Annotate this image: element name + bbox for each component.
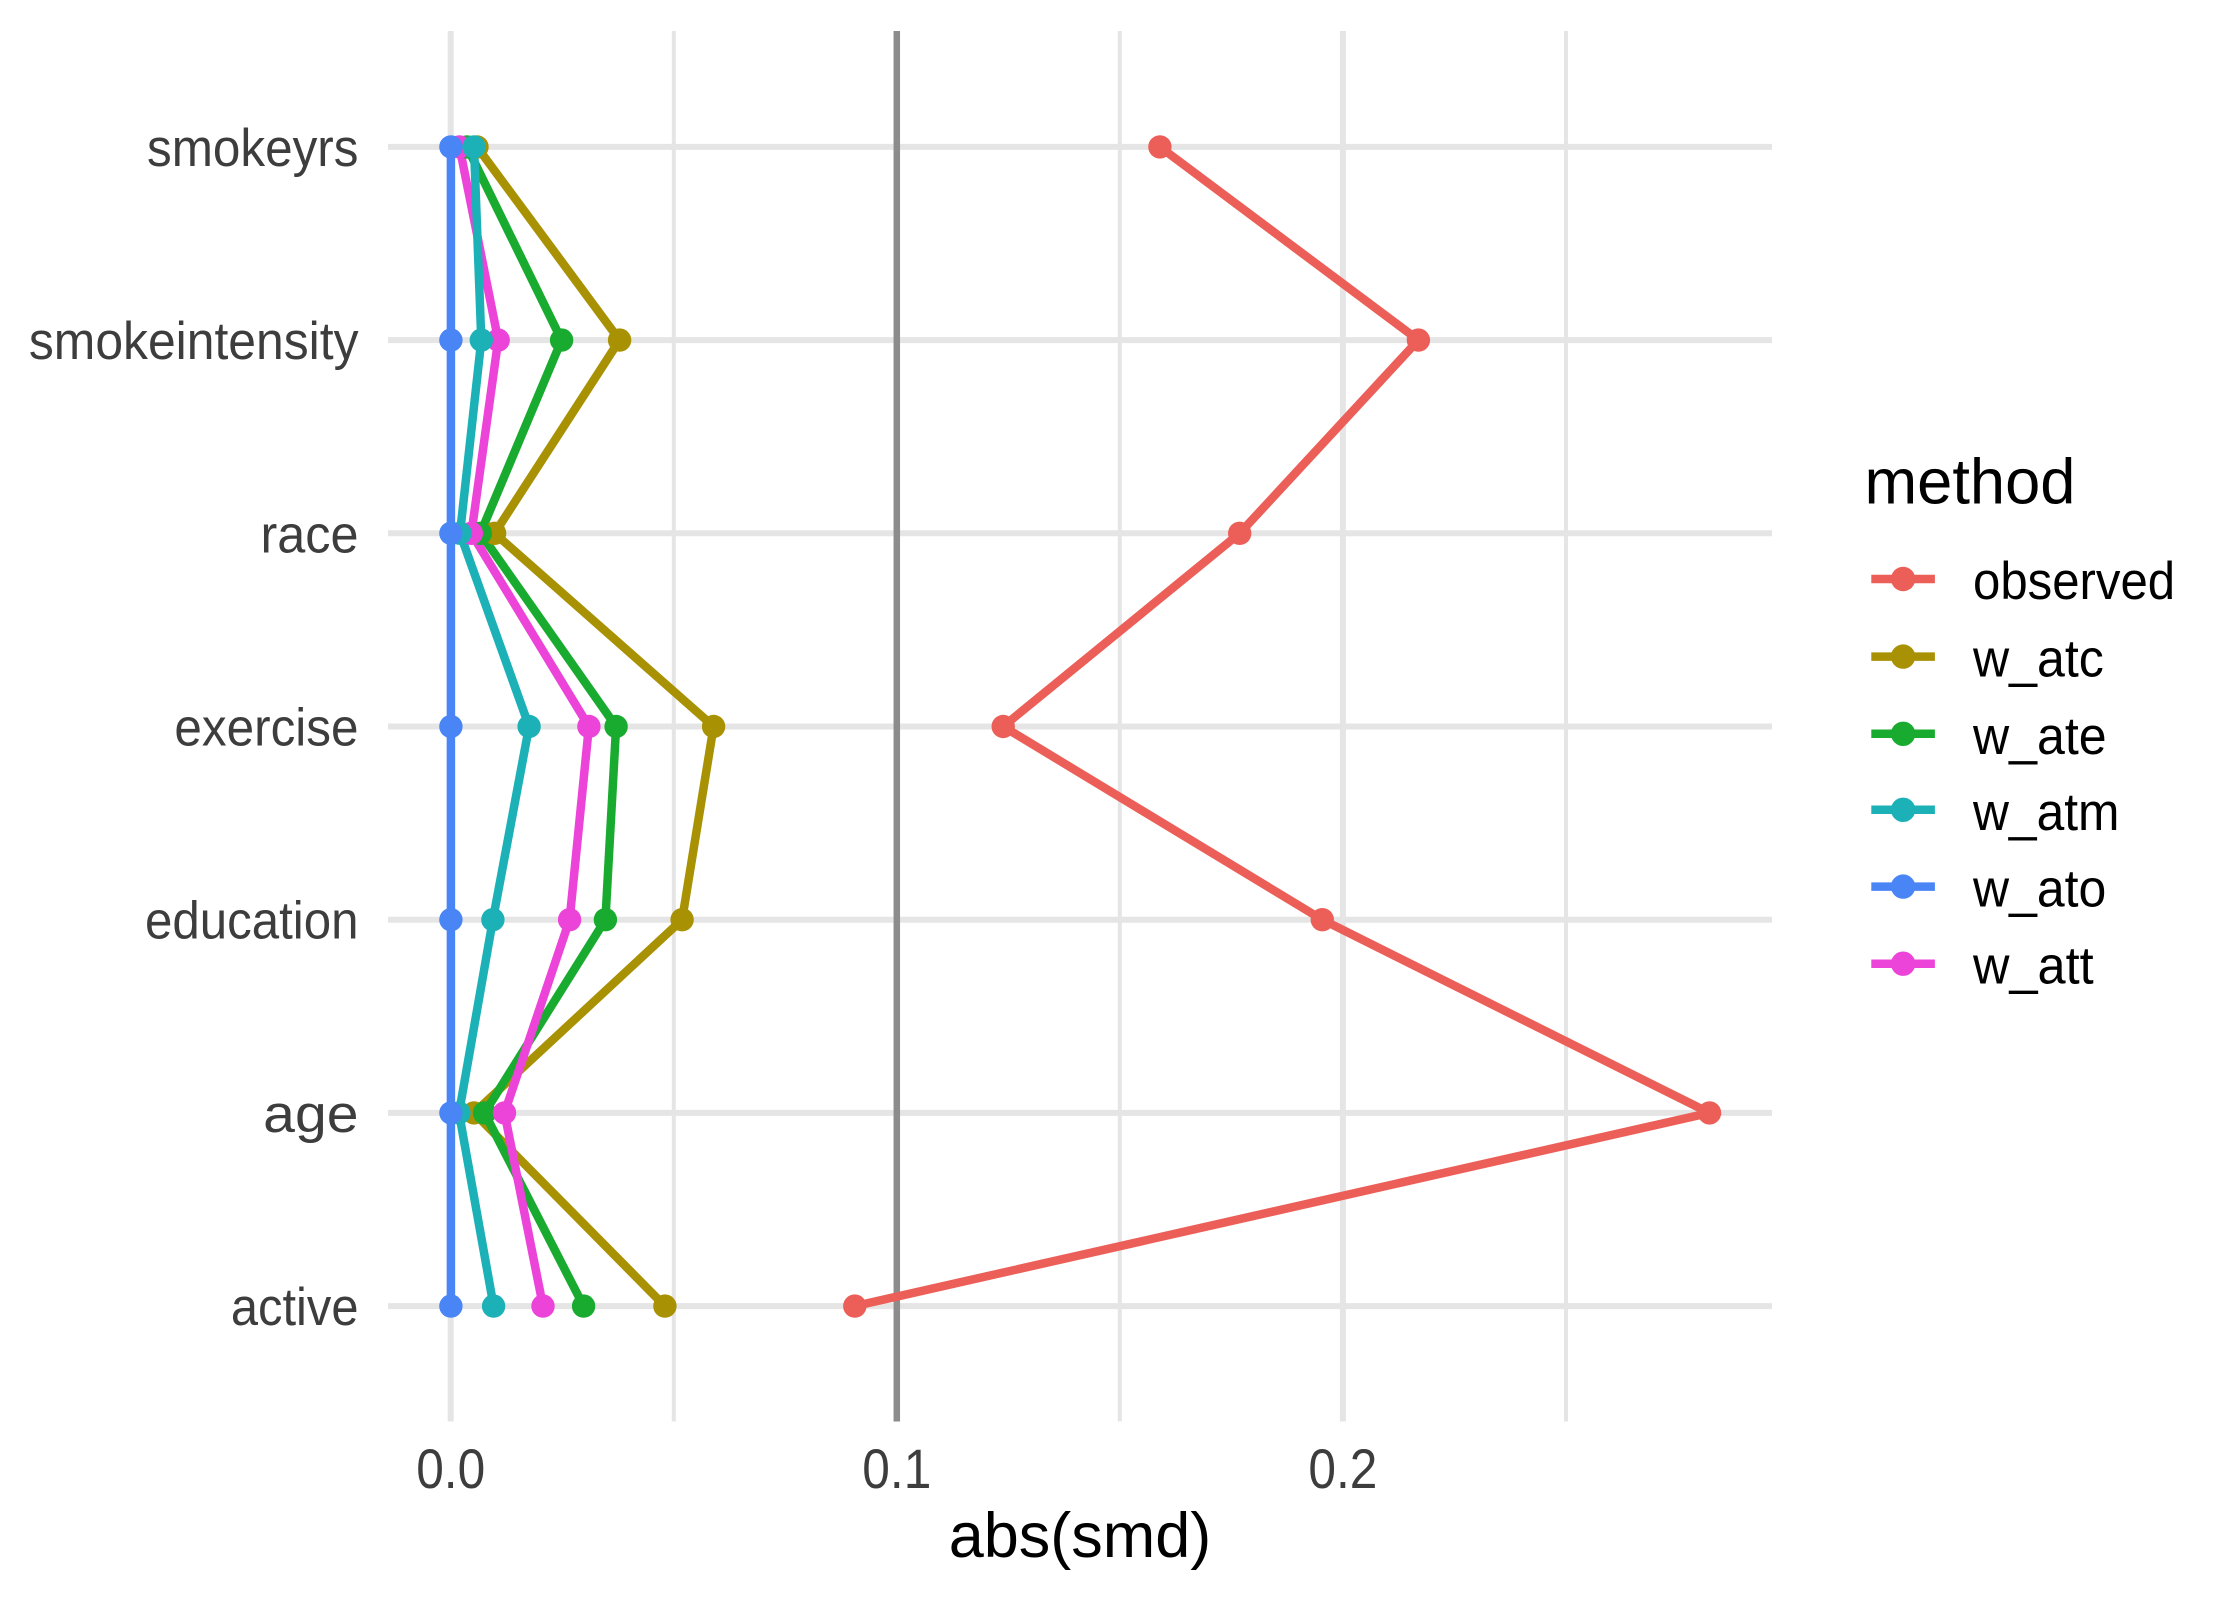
svg-text:education: education bbox=[145, 892, 359, 951]
svg-text:w_att: w_att bbox=[1972, 937, 2094, 996]
svg-text:w_atm: w_atm bbox=[1972, 783, 2119, 842]
svg-text:w_atc: w_atc bbox=[1972, 630, 2104, 689]
svg-text:method: method bbox=[1865, 445, 2076, 517]
svg-text:race: race bbox=[261, 505, 359, 564]
svg-text:0.2: 0.2 bbox=[1308, 1438, 1377, 1500]
svg-text:age: age bbox=[263, 1085, 358, 1144]
svg-text:abs(smd): abs(smd) bbox=[949, 1501, 1212, 1571]
svg-text:0.0: 0.0 bbox=[416, 1438, 485, 1500]
svg-text:0.1: 0.1 bbox=[862, 1438, 931, 1500]
svg-text:w_ate: w_ate bbox=[1972, 707, 2107, 766]
svg-text:observed: observed bbox=[1973, 552, 2175, 611]
svg-text:smokeintensity: smokeintensity bbox=[29, 312, 359, 371]
svg-text:exercise: exercise bbox=[174, 699, 358, 758]
svg-text:active: active bbox=[231, 1278, 359, 1337]
svg-text:w_ato: w_ato bbox=[1972, 860, 2106, 919]
svg-text:smokeyrs: smokeyrs bbox=[147, 119, 359, 178]
